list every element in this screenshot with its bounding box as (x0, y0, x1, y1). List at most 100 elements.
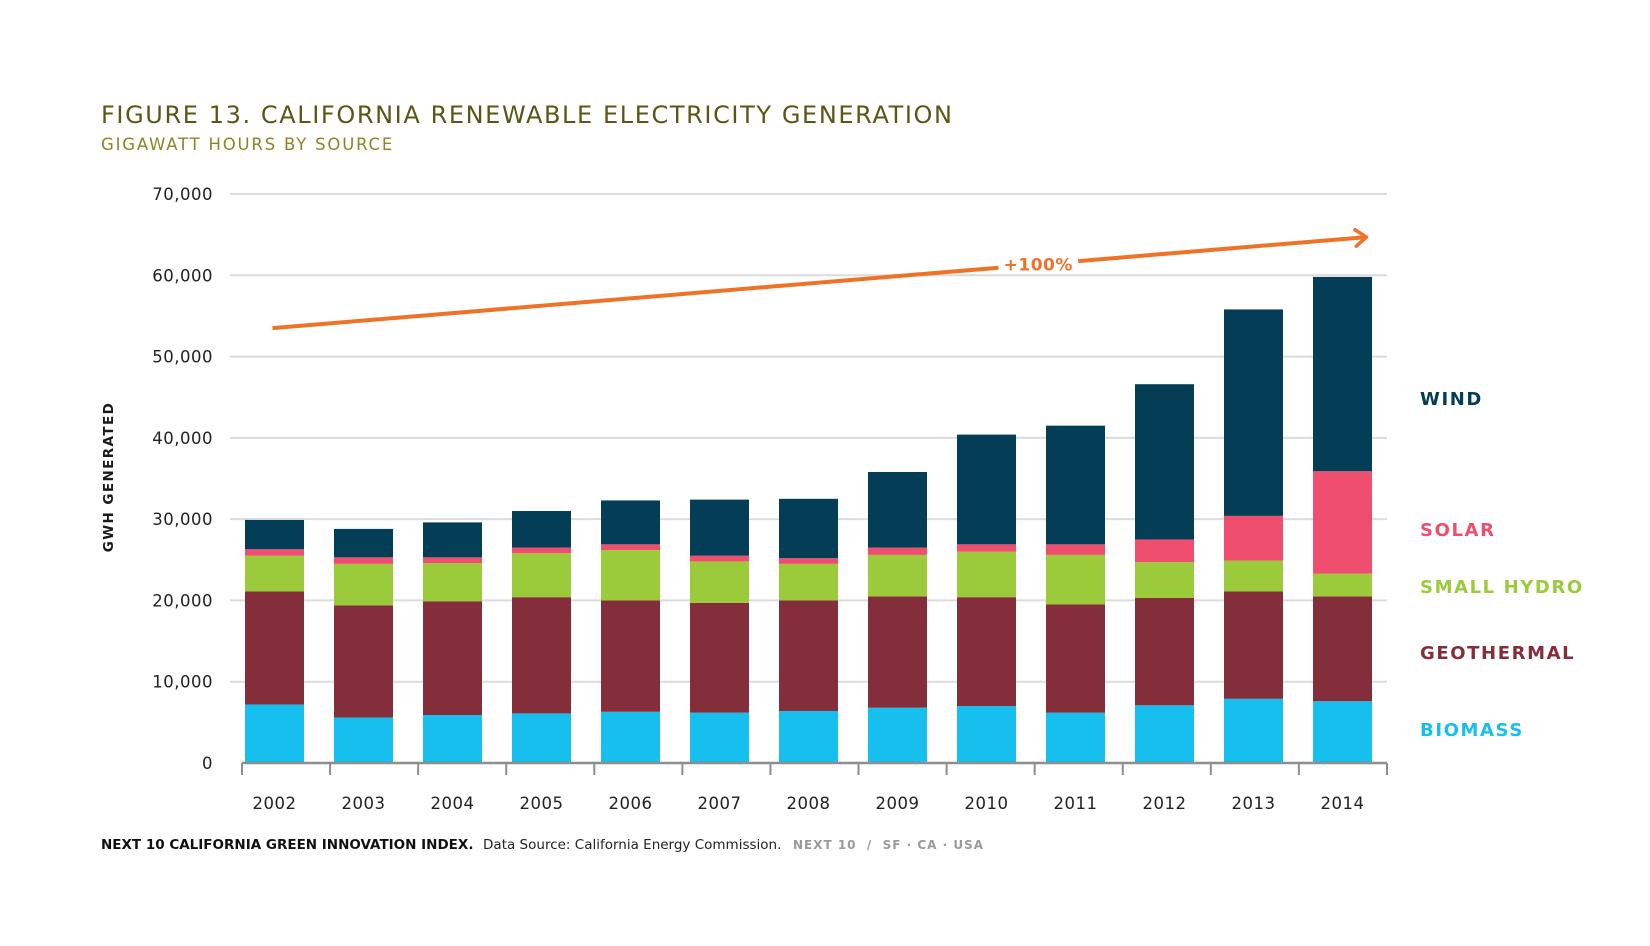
bar-biomass-2014 (1313, 701, 1372, 763)
legend: BIOMASS GEOTHERMAL SMALL HYDRO SOLAR WIND (1420, 389, 1584, 741)
bar-stack-2008 (779, 498, 838, 763)
bar-biomass-2006 (601, 711, 660, 763)
legend-biomass: BIOMASS (1420, 720, 1524, 741)
bar-biomass-2008 (779, 710, 838, 763)
bar-solar-2007 (690, 555, 749, 562)
y-tick-label: 50,000 (152, 348, 213, 367)
bar-stack-2011 (1046, 425, 1105, 763)
bar-small-hydro-2006 (601, 550, 660, 601)
bar-stack-2014 (1313, 276, 1372, 763)
bar-small-hydro-2003 (334, 563, 393, 606)
bars (245, 276, 1372, 763)
bar-small-hydro-2004 (423, 563, 482, 602)
y-tick-label: 0 (202, 754, 213, 773)
bar-stack-2006 (601, 500, 660, 763)
y-tick-label: 10,000 (152, 673, 213, 692)
bar-solar-2011 (1046, 544, 1105, 555)
bar-wind-2008 (779, 498, 838, 559)
bar-stack-2012 (1135, 384, 1194, 763)
bar-stack-2010 (957, 434, 1016, 763)
y-tick-label: 40,000 (152, 429, 213, 448)
bar-biomass-2007 (690, 712, 749, 763)
bar-small-hydro-2013 (1224, 560, 1283, 592)
y-tick-label: 20,000 (152, 591, 213, 610)
x-axis-ticks: 2002 2003 2004 2005 2006 2007 2008 2009 2010 2011… (253, 794, 1365, 813)
x-tick-label: 2004 (431, 794, 475, 813)
x-axis (241, 761, 1388, 775)
bar-solar-2002 (245, 549, 304, 556)
footer-source-text: Data Source: California Energy Commissio… (483, 837, 781, 853)
bar-wind-2014 (1313, 276, 1372, 472)
bar-wind-2002 (245, 519, 304, 550)
x-tick-label: 2012 (1143, 794, 1187, 813)
bar-biomass-2013 (1224, 698, 1283, 763)
bar-biomass-2012 (1135, 705, 1194, 763)
x-tick-label: 2005 (520, 794, 564, 813)
bar-geothermal-2002 (245, 591, 304, 705)
bar-stack-2002 (245, 519, 304, 763)
annotation-arrowhead (1353, 228, 1369, 248)
footer-brand: NEXT 10 / SF · CA · USA (793, 838, 984, 852)
chart-title: FIGURE 13. CALIFORNIA RENEWABLE ELECTRIC… (101, 101, 954, 129)
bar-small-hydro-2010 (957, 551, 1016, 598)
x-tick-label: 2010 (965, 794, 1009, 813)
bar-wind-2003 (334, 528, 393, 558)
bar-biomass-2011 (1046, 712, 1105, 763)
growth-annotation: +100% (272, 228, 1369, 331)
bar-solar-2003 (334, 557, 393, 564)
bar-solar-2009 (868, 547, 927, 555)
bar-wind-2011 (1046, 425, 1105, 545)
x-tick-label: 2013 (1232, 794, 1276, 813)
bar-biomass-2004 (423, 715, 482, 763)
x-tick-label: 2008 (787, 794, 831, 813)
bar-small-hydro-2011 (1046, 554, 1105, 605)
x-tick-label: 2009 (876, 794, 920, 813)
bar-small-hydro-2014 (1313, 573, 1372, 597)
annotation-label: +100% (1004, 255, 1073, 275)
y-tick-label: 70,000 (152, 185, 213, 204)
bar-geothermal-2012 (1135, 597, 1194, 706)
y-axis-label: GWH GENERATED (101, 402, 117, 552)
bar-solar-2012 (1135, 539, 1194, 563)
bar-biomass-2009 (868, 707, 927, 763)
bar-stack-2013 (1224, 309, 1283, 763)
bar-solar-2006 (601, 544, 660, 551)
x-tick-label: 2006 (609, 794, 653, 813)
y-tick-label: 30,000 (152, 510, 213, 529)
footer-source-bold: NEXT 10 CALIFORNIA GREEN INNOVATION INDE… (101, 837, 473, 853)
bar-geothermal-2010 (957, 597, 1016, 707)
bar-geothermal-2003 (334, 605, 393, 718)
bar-geothermal-2011 (1046, 604, 1105, 713)
bar-stack-2007 (690, 499, 749, 763)
x-tick-label: 2003 (342, 794, 386, 813)
bar-stack-2003 (334, 528, 393, 763)
bar-wind-2010 (957, 434, 1016, 545)
bar-stack-2009 (868, 471, 927, 763)
bar-wind-2012 (1135, 384, 1194, 540)
x-tick-label: 2007 (698, 794, 742, 813)
annotation-line (272, 265, 999, 331)
x-tick-label: 2002 (253, 794, 297, 813)
y-axis-ticks: 0 10,000 20,000 30,000 40,000 50,000 60,000 70,… (152, 185, 213, 773)
legend-small-hydro: SMALL HYDRO (1420, 577, 1584, 598)
bar-small-hydro-2005 (512, 553, 571, 598)
bar-solar-2008 (779, 558, 838, 564)
bar-biomass-2003 (334, 717, 393, 763)
footer-source: NEXT 10 CALIFORNIA GREEN INNOVATION INDE… (101, 834, 984, 853)
bar-biomass-2005 (512, 713, 571, 763)
bar-wind-2006 (601, 500, 660, 545)
bar-wind-2009 (868, 471, 927, 548)
bar-solar-2014 (1313, 471, 1372, 574)
bar-geothermal-2008 (779, 600, 838, 711)
legend-geothermal: GEOTHERMAL (1420, 643, 1575, 664)
x-tick-label: 2014 (1321, 794, 1365, 813)
x-tick-label: 2011 (1054, 794, 1098, 813)
bar-geothermal-2005 (512, 597, 571, 714)
bar-geothermal-2013 (1224, 591, 1283, 699)
bar-wind-2004 (423, 522, 482, 558)
bar-biomass-2010 (957, 706, 1016, 763)
legend-solar: SOLAR (1420, 520, 1496, 541)
bar-geothermal-2014 (1313, 596, 1372, 702)
bar-stack-2004 (423, 522, 482, 763)
